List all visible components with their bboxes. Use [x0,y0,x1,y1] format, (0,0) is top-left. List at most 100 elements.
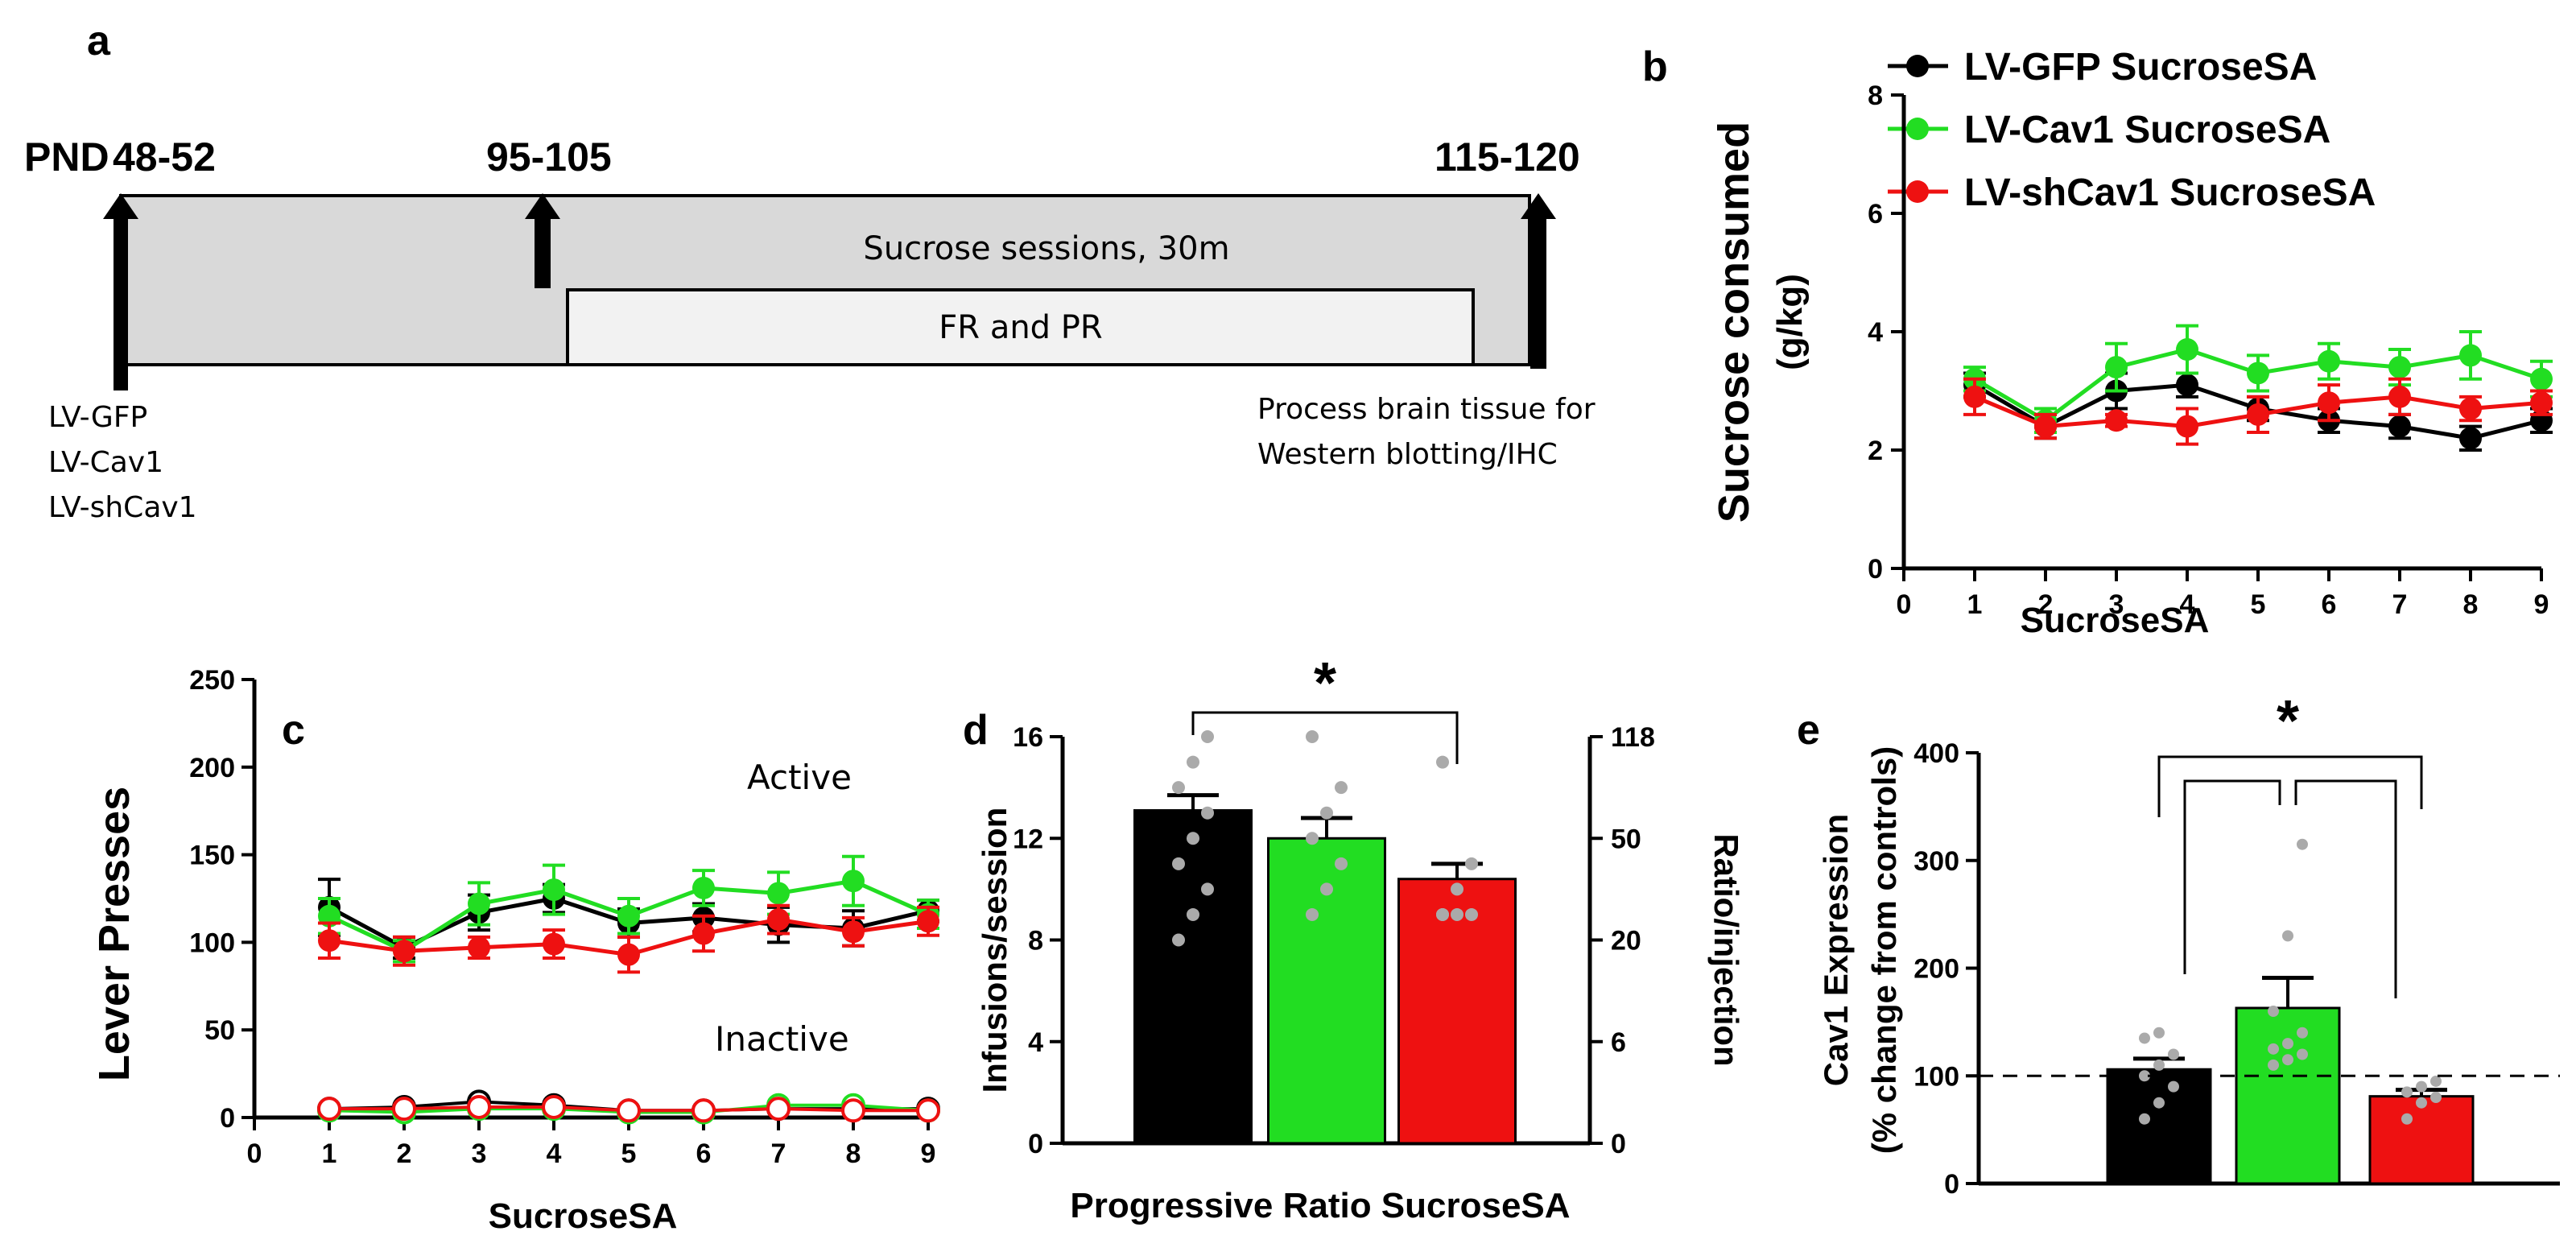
panel-e-ytick-label: 100 [1913,1061,1959,1092]
panel-b-data-point [2318,391,2340,415]
panel-b-data-point [2459,427,2482,450]
panel-c-xtick-label: 4 [547,1138,562,1169]
panel-e-individual-point [2139,1113,2150,1125]
panel-c-xtick-label: 6 [696,1138,712,1169]
panel-d-individual-point [1306,832,1319,845]
panel-d-ylabel-right: Ratio/injection [1707,833,1745,1066]
legend-entry-label: LV-shCav1 SucroseSA [1964,171,2376,214]
group-gfp: LV-GFP [48,401,147,434]
panel-b-ylabel-1: Sucrose consumed [1710,122,1758,523]
panel-d-ytick-label: 12 [1013,824,1043,854]
panel-c-active-point [917,910,939,933]
panel-d-individual-point [1436,907,1449,921]
legend-entry-label: LV-GFP SucroseSA [1964,46,2317,89]
annotation-active: Active [747,758,852,797]
arrow-start [103,193,138,390]
panel-c-ytick-label: 100 [189,928,235,958]
panel-e-individual-point [2153,1097,2165,1109]
panel-b-xtick-label: 1 [1967,589,1983,620]
panel-d-individual-point [1451,882,1463,896]
panel-c-ylabel: Lever Presses [90,787,138,1081]
panel-e-individual-point [2282,1038,2293,1050]
panel-d-individual-point [1465,857,1478,870]
panel-e-bar [2106,1068,2212,1185]
panel-e-bracket-left [2183,779,2281,974]
panel-d-individual-point [1172,933,1185,947]
panel-c-active-point [543,932,565,956]
fr-pr-box [566,288,1475,366]
panel-e-individual-point [2139,1032,2150,1044]
panel-c-label: c [282,707,305,754]
panel-c-xtick-label: 1 [322,1138,337,1169]
panel-b-ytick-label: 6 [1868,199,1883,229]
panel-c-inactive-point [467,1094,491,1119]
panel-e-individual-point [2297,838,2308,850]
panel-e-individual-point [2168,1048,2179,1060]
panel-c-ytick-label: 150 [189,841,235,871]
legend-entry-label: LV-Cav1 SucroseSA [1964,109,2330,151]
panel-b-xtick-label: 4 [2180,589,2195,620]
fr-pr-label: FR and PR [939,309,1102,346]
panel-c-inactive-point [542,1094,566,1119]
panel-b-data-point [2247,362,2269,385]
pnd-label: PND [24,134,109,180]
panel-b-ytick-label: 2 [1868,436,1883,466]
panel-e-individual-point [2268,1043,2279,1055]
annotation-inactive: Inactive [715,1019,849,1059]
process-line-2: Western blotting/IHC [1257,438,1558,471]
panel-c-active-point [692,922,715,945]
panel-d-ytick-label: 8 [1028,926,1043,956]
panel-c-active-point [617,943,640,966]
group-shcav1: LV-shCav1 [48,491,197,524]
panel-b-data-point [2105,356,2128,379]
panel-e-ytick-label: 300 [1913,846,1959,877]
panel-b-xlabel: SucroseSA [2021,601,2210,640]
panel-b-data-point [2388,356,2411,379]
panel-c-xtick-label: 8 [846,1138,861,1169]
panel-e-individual-point [2430,1075,2442,1087]
panel-c-xtick-label: 5 [621,1138,637,1169]
timepoint-1: 48-52 [113,134,216,180]
panel-e-individual-point [2153,1027,2165,1039]
timepoint-2: 95-105 [486,134,612,180]
panel-d-ytick-label-right: 50 [1611,824,1641,854]
panel-c-ytick-label: 50 [204,1015,235,1046]
panel-b-xtick-label: 5 [2251,589,2266,620]
panel-d-ytick-label-right: 20 [1611,926,1641,956]
panel-b-data-point [2176,415,2198,438]
panel-c-active-point [393,940,415,963]
group-cav1: LV-Cav1 [48,446,163,479]
panel-e-ylabel-2: (% change from controls) [1865,746,1903,1154]
panel-c-active-point [318,929,341,952]
panel-d-bar [1397,878,1517,1145]
panel-b-xtick-label: 6 [2322,589,2337,620]
panel-e-ytick-label: 400 [1913,738,1959,769]
panel-d-individual-point [1436,755,1449,769]
panel-c-inactive-point [841,1098,865,1123]
panel-d-individual-point [1172,857,1185,870]
panel-d-individual-point [1335,857,1348,870]
panel-d-individual-point [1320,882,1333,896]
panel-b-data-point [2530,367,2553,390]
panel-b-ylabel-2: (g/kg) [1770,274,1810,370]
panel-e-individual-point [2153,1059,2165,1071]
panel-c-xtick-label: 9 [921,1138,936,1169]
panel-e-ytick-label: 0 [1944,1169,1959,1200]
panel-e-significance-star: * [2277,689,2299,754]
panel-b-xtick-label: 9 [2534,589,2549,620]
panel-b-data-point [2318,349,2340,373]
panel-c-inactive-point [392,1097,416,1122]
panel-d-individual-point [1187,907,1199,921]
panel-e-bracket-outer [2157,755,2423,817]
panel-b-data-point [2459,344,2482,367]
panel-d-individual-point [1335,781,1348,795]
panel-e-individual-point [2430,1092,2442,1103]
panel-b-xtick-label: 3 [2109,589,2124,620]
panel-b-data-point [2034,415,2057,438]
panel-c-ytick-label: 250 [189,665,235,696]
panel-c-active-point [543,878,565,902]
panel-b-xtick-label: 0 [1897,589,1912,620]
panel-d-ytick-label-right: 0 [1611,1129,1626,1159]
panel-c-xtick-label: 2 [397,1138,412,1169]
panel-e-individual-point [2401,1113,2413,1125]
